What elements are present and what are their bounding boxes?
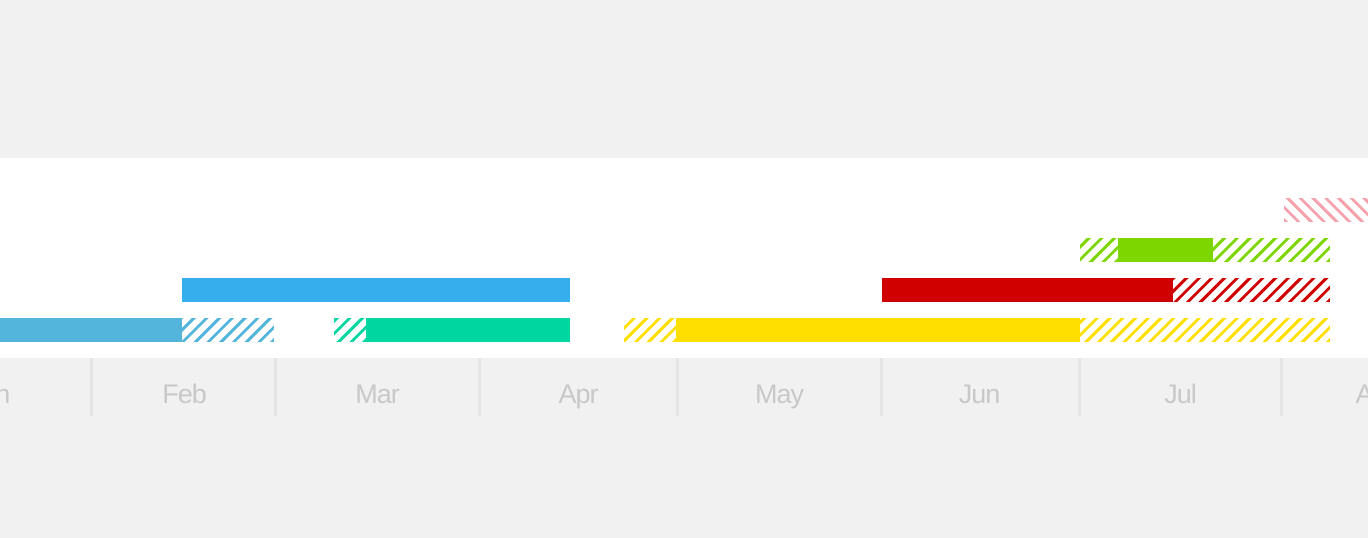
timeline-bar-blue[interactable]: [182, 278, 570, 302]
axis-tick: [1280, 358, 1283, 416]
month-label-may: May: [754, 379, 804, 409]
month-label-mar: Mar: [355, 379, 399, 409]
month-label-aug: Aug: [1355, 379, 1368, 409]
axis-tick: [1078, 358, 1081, 416]
bar-segment-planned: [1080, 238, 1118, 262]
bar-segment-actual: [1118, 238, 1213, 262]
bar-segment-actual: [882, 278, 1173, 302]
axis-tick: [274, 358, 277, 416]
bar-segment-planned: [182, 318, 274, 342]
axis-tick: [478, 358, 481, 416]
month-label-jul: Jul: [1164, 379, 1197, 409]
timeline-bar-pink[interactable]: [1284, 198, 1368, 222]
bar-segment-actual: [676, 318, 1080, 342]
timeline-bar-light-blue[interactable]: [0, 318, 274, 342]
bar-segment-planned: [1173, 278, 1330, 302]
bar-segment-actual: [366, 318, 570, 342]
timeline-bar-teal[interactable]: [334, 318, 570, 342]
bar-segment-actual: [182, 278, 570, 302]
axis-tick: [880, 358, 883, 416]
month-label-jan: Jan: [0, 379, 10, 409]
timeline-bar-green[interactable]: [1080, 238, 1330, 262]
timeline-bar-yellow[interactable]: [624, 318, 1330, 342]
month-label-feb: Feb: [162, 379, 207, 409]
axis-tick: [676, 358, 679, 416]
timeline-panel: [0, 158, 1368, 358]
month-label-apr: Apr: [558, 379, 598, 409]
bar-segment-planned: [334, 318, 366, 342]
axis-tick: [90, 358, 93, 416]
bar-segment-actual: [0, 318, 182, 342]
month-label-jun: Jun: [958, 379, 1001, 409]
month-axis: Jan Feb Mar Apr May Jun Jul Aug: [0, 358, 1368, 418]
bar-segment-planned: [1284, 198, 1368, 222]
bar-segment-planned: [1213, 238, 1330, 262]
bar-segment-planned: [1080, 318, 1330, 342]
timeline-bar-red[interactable]: [882, 278, 1330, 302]
bar-segment-planned: [624, 318, 676, 342]
